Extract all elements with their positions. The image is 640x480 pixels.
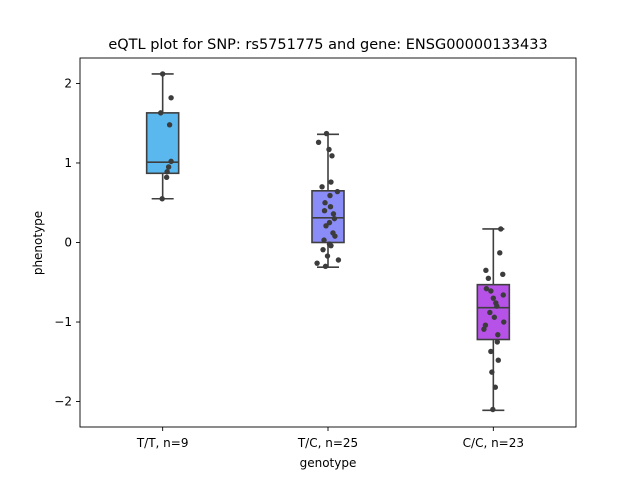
data-point	[332, 233, 338, 239]
box-body	[145, 112, 180, 175]
data-point	[487, 309, 493, 316]
data-point	[315, 139, 322, 145]
data-point	[319, 184, 325, 190]
data-point	[500, 271, 506, 278]
data-point	[490, 295, 497, 301]
data-point	[491, 314, 498, 320]
data-point	[328, 179, 334, 185]
y-tick-label: 0	[64, 236, 72, 250]
data-point	[488, 348, 494, 355]
data-point	[328, 242, 334, 249]
data-point	[164, 169, 170, 175]
data-point	[329, 153, 335, 159]
y-axis-label: phenotype	[31, 211, 45, 275]
data-point	[482, 322, 489, 328]
data-point	[500, 292, 506, 298]
data-point	[501, 319, 507, 325]
x-tick-label: T/C, n=25	[297, 436, 358, 450]
data-point	[331, 215, 338, 222]
data-point	[168, 95, 174, 101]
x-axis: T/T, n=9 T/C, n=25 C/C, n=23	[136, 427, 524, 450]
data-point	[320, 246, 326, 253]
chart-title: eQTL plot for SNP: rs5751775 and gene: E…	[108, 37, 547, 53]
data-point	[157, 110, 164, 116]
data-point	[490, 406, 496, 413]
data-point	[497, 250, 503, 256]
data-point	[165, 164, 172, 170]
data-point	[498, 226, 504, 232]
y-tick-label: −2	[54, 395, 72, 409]
data-point	[326, 219, 333, 226]
box-group	[145, 73, 180, 200]
data-point	[335, 257, 342, 263]
data-point	[323, 223, 329, 229]
data-point	[314, 260, 320, 266]
data-point	[324, 253, 331, 259]
data-point	[483, 285, 490, 292]
x-tick-label: T/T, n=9	[136, 436, 189, 450]
data-point	[488, 288, 494, 294]
data-point	[494, 303, 500, 309]
y-tick-label: 1	[64, 156, 72, 170]
data-point	[163, 174, 170, 180]
data-point	[322, 200, 328, 206]
data-point	[494, 339, 501, 345]
data-point	[321, 207, 328, 214]
data-point	[326, 146, 332, 153]
data-point	[168, 158, 174, 165]
data-point	[159, 196, 165, 202]
data-point	[495, 357, 501, 363]
data-point	[330, 211, 337, 217]
data-point	[327, 204, 334, 210]
y-axis: −2 −1 0 1 2	[54, 76, 80, 409]
data-point	[322, 263, 329, 270]
box-group	[311, 133, 345, 268]
data-point	[483, 267, 489, 274]
x-axis-label: genotype	[300, 456, 357, 470]
plot-marks	[145, 71, 511, 413]
data-point	[321, 237, 327, 243]
y-tick-label: −1	[54, 315, 72, 329]
data-point	[159, 71, 166, 77]
data-point	[327, 192, 333, 199]
data-point	[323, 130, 330, 137]
data-point	[334, 188, 341, 195]
data-point	[485, 275, 492, 281]
box-body	[311, 190, 345, 244]
data-point	[489, 369, 495, 375]
x-tick-label: C/C, n=23	[463, 436, 524, 450]
y-tick-label: 2	[64, 76, 72, 90]
data-point	[166, 122, 173, 128]
data-point	[492, 384, 499, 390]
data-point	[495, 332, 501, 338]
